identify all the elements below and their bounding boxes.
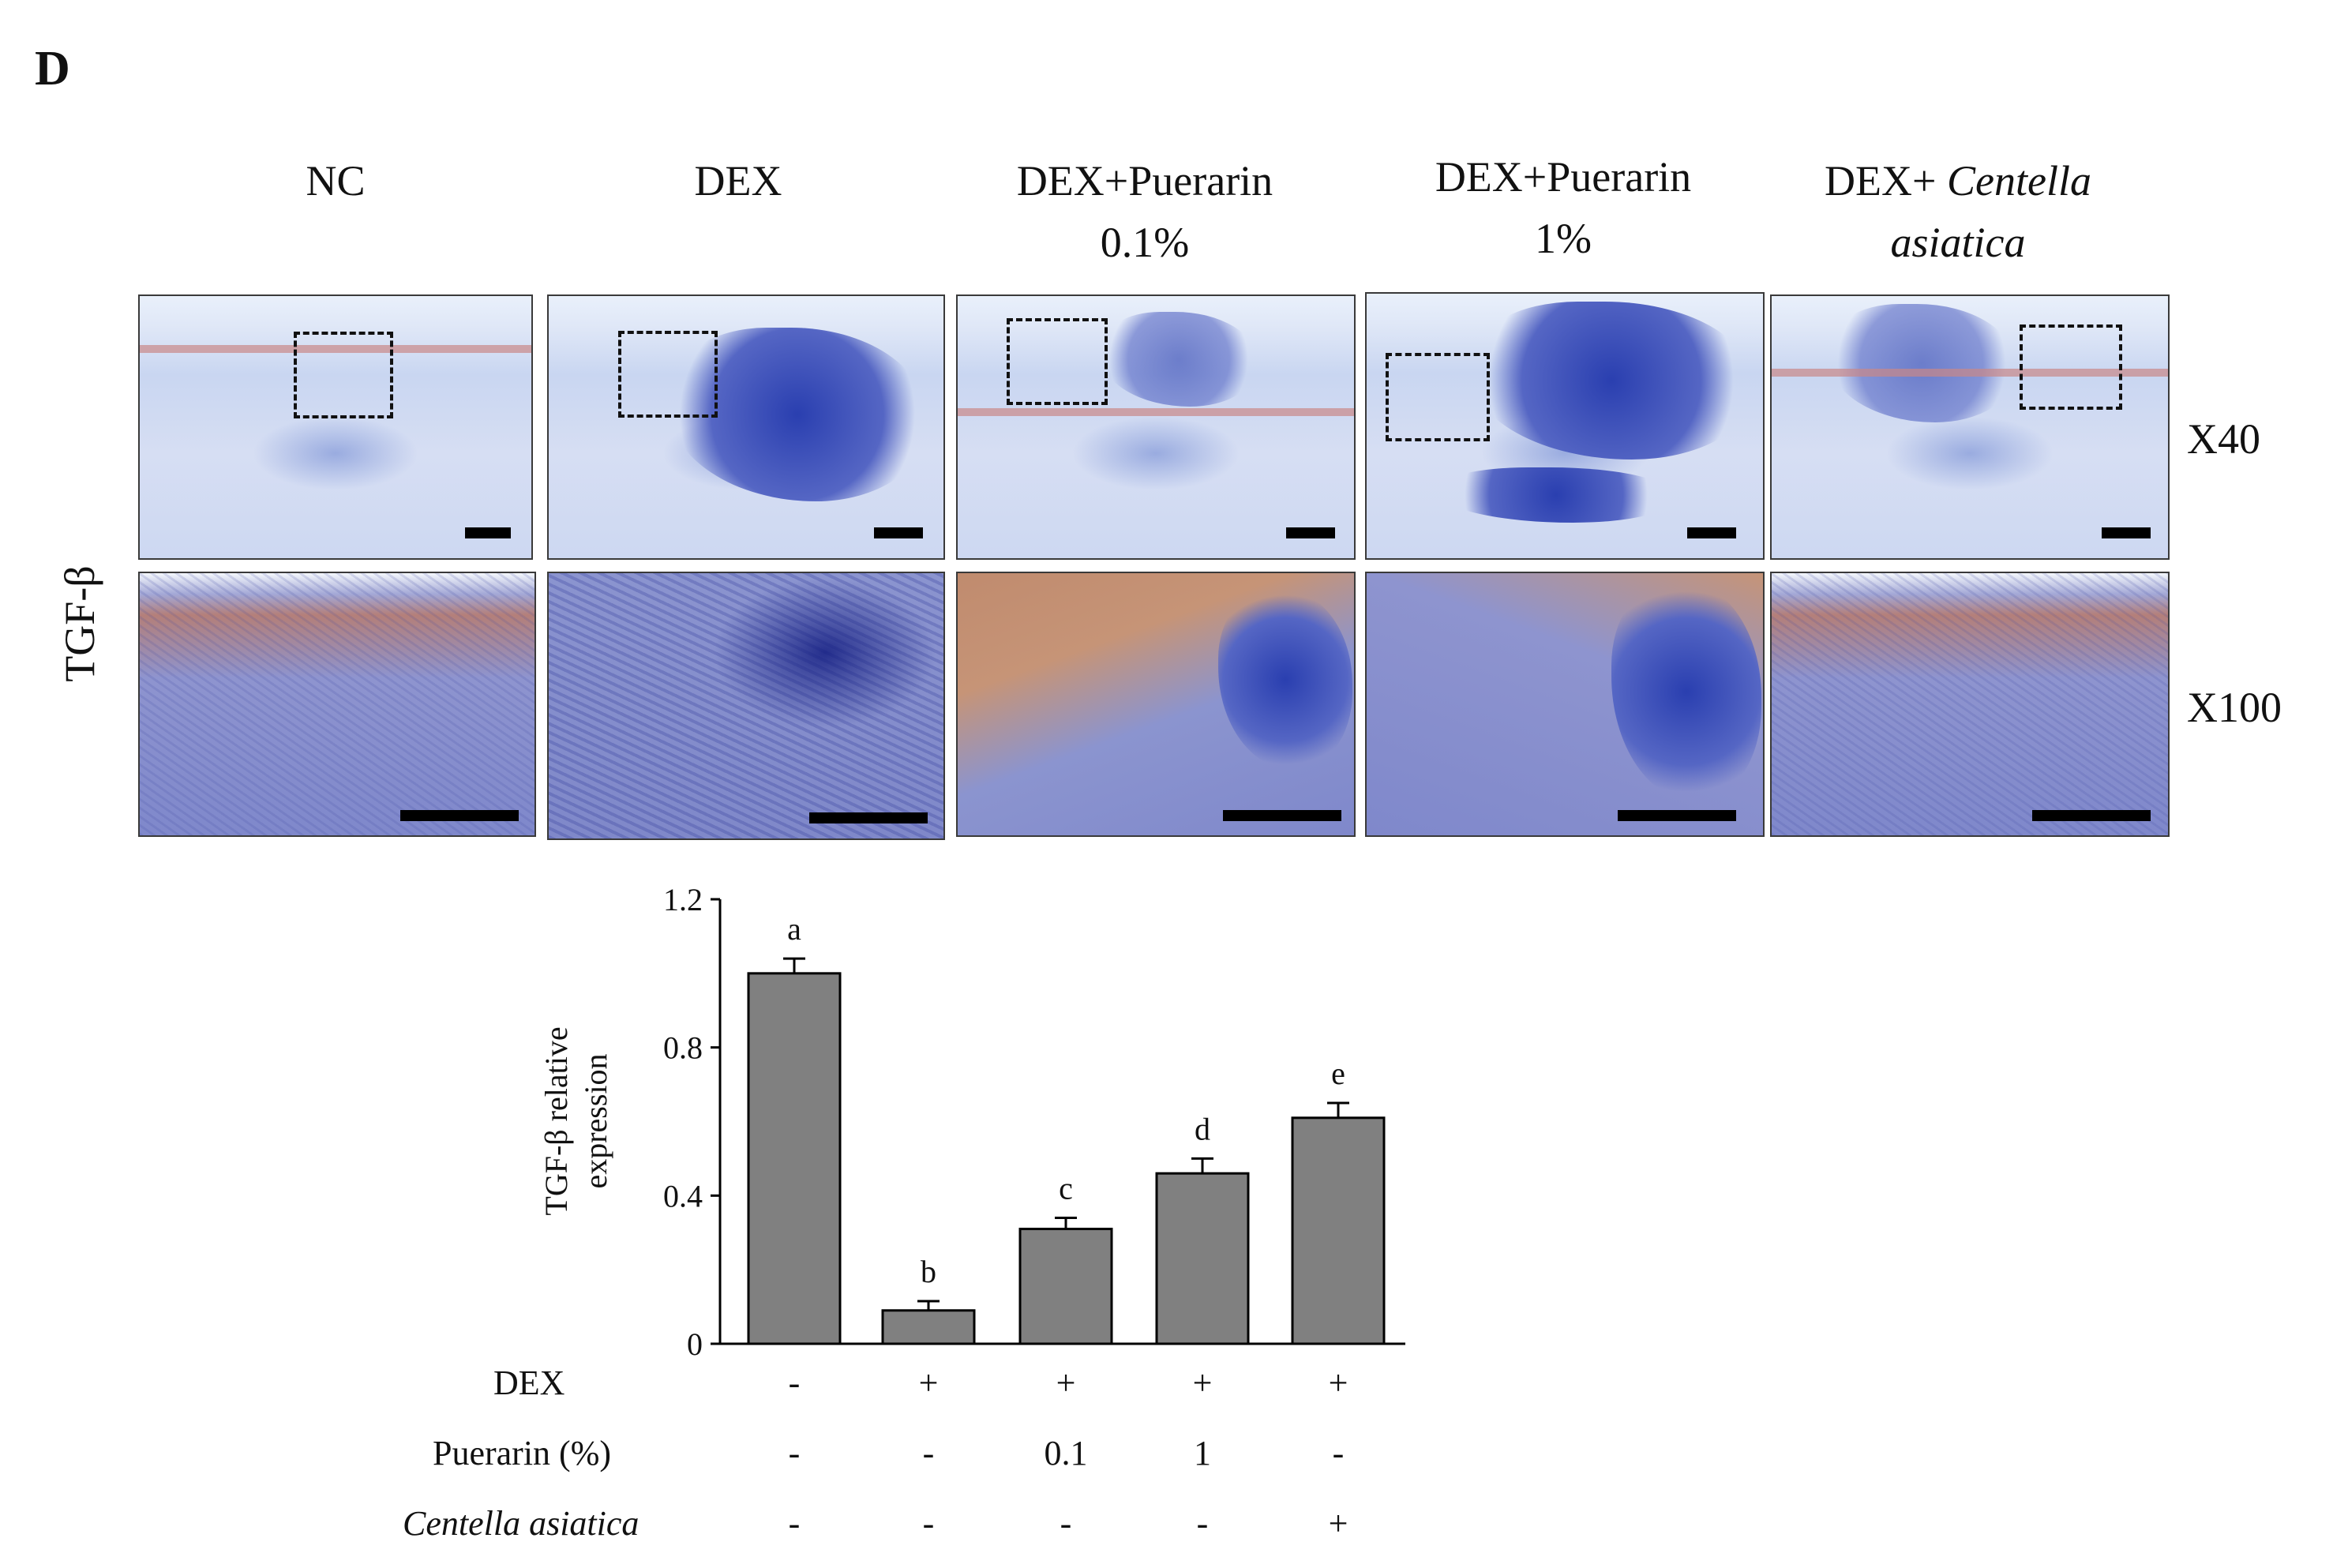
scale-bar — [1223, 810, 1341, 821]
table-row-label-puerarin: Puerarin (%) — [433, 1434, 612, 1472]
scale-bar — [2102, 527, 2151, 538]
zoom-region-box — [1007, 318, 1108, 405]
significance-letter: b — [921, 1254, 936, 1289]
column-title-line2: asiatica — [1890, 219, 2026, 266]
significance-letter: d — [1195, 1111, 1210, 1146]
table-cell: + — [918, 1364, 939, 1402]
micrograph-dex-x100 — [547, 572, 945, 840]
significance-letter: c — [1059, 1170, 1073, 1206]
table-cell: + — [1192, 1364, 1213, 1402]
scale-bar — [874, 527, 923, 538]
micrograph-dex-puerarin-01-x40 — [956, 294, 1356, 560]
micrograph-dex-puerarin-01-x100 — [956, 572, 1356, 837]
micrograph-nc-x100 — [138, 572, 536, 837]
column-title-dex-puerarin-1: DEX+Puerarin 1% — [1366, 146, 1761, 269]
column-title-line1: DEX+Puerarin — [1435, 153, 1692, 201]
micrograph-dex-centella-x40 — [1770, 294, 2170, 560]
micrograph-dex-centella-x100 — [1770, 572, 2170, 837]
column-title-nc: NC — [237, 150, 434, 212]
scale-bar — [2032, 810, 2151, 821]
table-cell: - — [922, 1434, 935, 1472]
column-title-dex-puerarin-01: DEX+Puerarin 0.1% — [947, 150, 1342, 273]
scale-bar — [400, 810, 519, 821]
significance-letter: e — [1331, 1056, 1345, 1091]
column-title-line1: DEX — [694, 157, 782, 204]
table-row-label-centella: Centella asiatica — [403, 1504, 640, 1543]
table-cell: - — [1332, 1434, 1345, 1472]
bar — [1291, 1116, 1386, 1345]
table-cell: 0.1 — [1044, 1434, 1088, 1472]
table-cell: + — [1056, 1364, 1076, 1402]
column-title-dex: DEX — [640, 150, 837, 212]
scale-bar — [1286, 527, 1335, 538]
y-axis-title-line1: TGF-β relative — [538, 1026, 574, 1215]
micrograph-dex-puerarin-1-x100 — [1365, 572, 1765, 837]
scale-bar — [1687, 527, 1736, 538]
y-tick-label: 0.4 — [663, 1178, 703, 1214]
table-cell: - — [1060, 1504, 1072, 1543]
column-title-line2: 1% — [1535, 215, 1592, 262]
table-cell: - — [788, 1364, 801, 1402]
bar — [747, 972, 842, 1345]
table-cell: - — [788, 1434, 801, 1472]
panel-letter: D — [35, 42, 70, 96]
column-title-line2: 0.1% — [1100, 219, 1190, 266]
bar — [1018, 1228, 1113, 1345]
table-cell: + — [1328, 1504, 1348, 1543]
table-cell: + — [1328, 1364, 1348, 1402]
bar — [1155, 1172, 1250, 1345]
scale-bar — [809, 812, 928, 823]
zoom-region-box — [2020, 324, 2122, 410]
magnification-high-label: X100 — [2187, 684, 2282, 731]
table-row-label-dex: DEX — [493, 1364, 565, 1402]
scale-bar — [465, 527, 511, 538]
y-tick-label: 0.8 — [663, 1030, 703, 1066]
y-tick-label: 0 — [687, 1326, 703, 1362]
table-cell: - — [1196, 1504, 1209, 1543]
y-tick-label: 1.2 — [663, 882, 703, 917]
column-title-line1: NC — [306, 157, 366, 204]
y-axis-title-line2: expression — [578, 1053, 613, 1188]
column-title-dex-centella: DEX+ Centella asiatica — [1761, 150, 2155, 273]
zoom-region-box — [1386, 353, 1490, 441]
table-cell: 1 — [1194, 1434, 1211, 1472]
column-title-line1: DEX+Puerarin — [1016, 157, 1273, 204]
zoom-region-box — [618, 331, 718, 418]
micrograph-nc-x40 — [138, 294, 533, 560]
significance-letter: a — [787, 911, 801, 947]
magnification-low-label: X40 — [2187, 415, 2260, 463]
micrograph-dex-puerarin-1-x40 — [1365, 292, 1765, 560]
table-cell: - — [788, 1504, 801, 1543]
zoom-region-box — [294, 332, 393, 418]
bar — [881, 1309, 976, 1345]
scale-bar — [1618, 810, 1736, 821]
table-cell: - — [922, 1504, 935, 1543]
micrograph-dex-x40 — [547, 294, 945, 560]
column-title-line1: DEX+ Centella — [1825, 157, 2091, 204]
